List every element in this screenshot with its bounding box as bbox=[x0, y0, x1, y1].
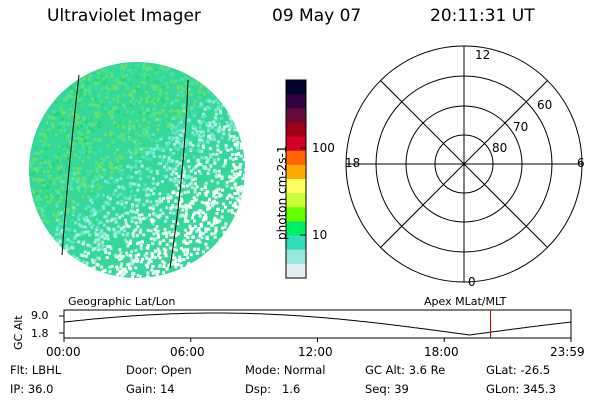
colorbar-swatch bbox=[286, 164, 306, 180]
mode-info: Mode: Normal bbox=[245, 363, 326, 377]
polar-plot bbox=[345, 45, 583, 283]
colorbar-swatch bbox=[286, 263, 306, 279]
longitude-line-right bbox=[169, 79, 189, 269]
timeline-x-tick: 06:00 bbox=[170, 345, 205, 359]
colorbar-swatch bbox=[286, 193, 306, 208]
gc-alt-info: GC Alt: 3.6 Re bbox=[365, 363, 446, 377]
colorbar-tick-10: 10 bbox=[312, 228, 328, 242]
timeline-x-tick: 23:59 bbox=[550, 345, 585, 359]
mlat-label-60: 60 bbox=[537, 98, 553, 112]
timeline-title-right: Apex MLat/MLT bbox=[424, 295, 507, 308]
colorbar-swatch bbox=[286, 122, 306, 138]
timeline-y-tick-high: 9.0 bbox=[31, 309, 49, 322]
colorbar-swatch bbox=[286, 179, 306, 194]
colorbar-swatch bbox=[286, 150, 306, 166]
glon-info: GLon: 345.3 bbox=[486, 382, 556, 396]
timeline-plot bbox=[59, 309, 572, 342]
colorbar-swatch bbox=[286, 207, 306, 222]
colorbar-unit-label: photon cm-2s-1 bbox=[275, 145, 289, 241]
glat-info: GLat: -26.5 bbox=[486, 363, 551, 377]
dsp-info: Dsp: 1.6 bbox=[245, 382, 301, 396]
mlt-label-0: 0 bbox=[468, 275, 476, 289]
colorbar bbox=[285, 79, 307, 279]
mlat-label-80: 80 bbox=[492, 141, 508, 155]
date-label: 09 May 07 bbox=[272, 6, 362, 26]
timeline-y-axis-label: GC Alt bbox=[12, 315, 25, 350]
timeline-x-tick: 12:00 bbox=[298, 345, 333, 359]
timeline-title-left: Geographic Lat/Lon bbox=[68, 295, 176, 308]
timeline-x-tick: 18:00 bbox=[424, 345, 459, 359]
filter-info: Flt: LBHL bbox=[10, 363, 62, 377]
colorbar-swatch bbox=[286, 136, 306, 152]
mlat-label-70: 70 bbox=[513, 120, 529, 134]
colorbar-swatch bbox=[286, 108, 306, 123]
colorbar-swatch bbox=[286, 249, 306, 265]
mlt-label-6: 6 bbox=[577, 156, 585, 170]
door-info: Door: Open bbox=[126, 363, 192, 377]
colorbar-swatch bbox=[286, 235, 306, 251]
colorbar-swatch bbox=[286, 94, 306, 109]
ip-info: IP: 36.0 bbox=[10, 382, 54, 396]
seq-info: Seq: 39 bbox=[365, 382, 409, 396]
uv-image-disk bbox=[29, 62, 245, 278]
colorbar-swatch bbox=[286, 80, 306, 95]
colorbar-swatch bbox=[286, 221, 306, 237]
colorbar-tick-100: 100 bbox=[312, 141, 335, 155]
instrument-title: Ultraviolet Imager bbox=[47, 6, 201, 26]
time-label: 20:11:31 UT bbox=[430, 6, 535, 26]
mlt-label-18: 18 bbox=[345, 156, 361, 170]
timeline-x-tick: 00:00 bbox=[46, 345, 81, 359]
timeline-y-tick-low: 1.8 bbox=[31, 327, 49, 340]
mlt-label-12: 12 bbox=[475, 48, 491, 62]
gain-info: Gain: 14 bbox=[126, 382, 175, 396]
longitude-line-left bbox=[61, 74, 80, 256]
